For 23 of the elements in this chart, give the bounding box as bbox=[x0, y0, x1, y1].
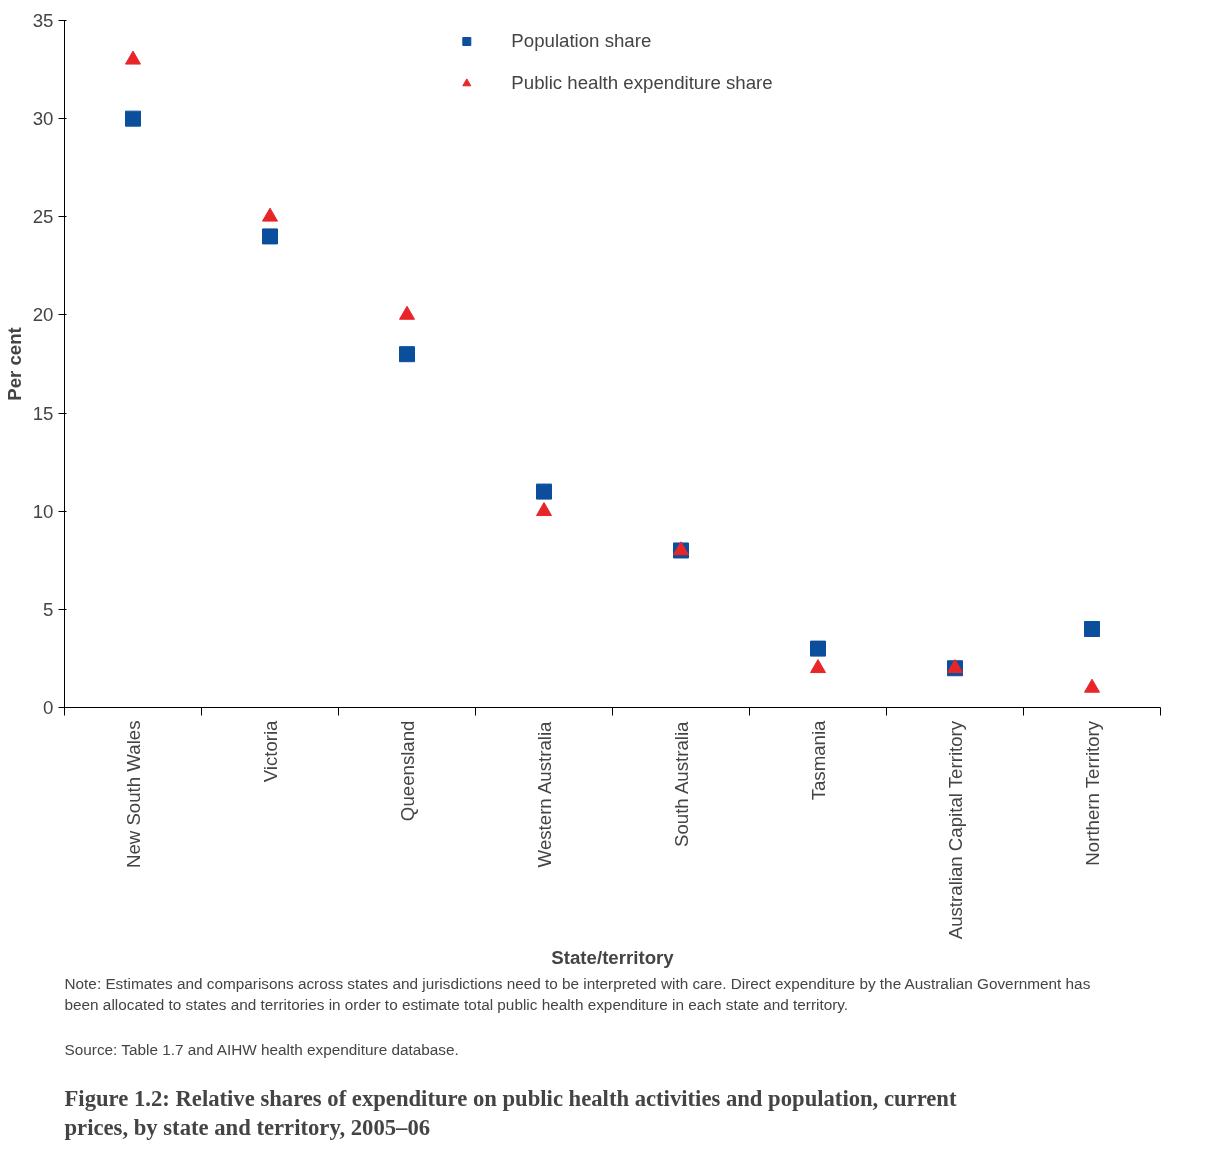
y-tick-label: 30 bbox=[32, 108, 54, 130]
x-tick-label: Queensland bbox=[396, 720, 418, 822]
x-tick-label: Victoria bbox=[259, 719, 281, 783]
x-tick-label: Australian Capital Territory bbox=[944, 720, 966, 940]
x-tick-label: Western Australia bbox=[533, 720, 555, 868]
x-tick-label: South Australia bbox=[670, 720, 692, 848]
text: Note: Estimates and comparisons across states and jurisdictions need to be interpreted with care. Direct expenditure by the Australian Government has been allocated to states and territories in order to estimate total public health expenditure in each state and territory. bbox=[64, 974, 1091, 1013]
text: Figure 1.2: Relative shares of expenditure on public health activities and population, current prices, by state and territory, 2005–06 bbox=[64, 1085, 957, 1140]
legend-label: Public health expenditure share bbox=[511, 72, 773, 94]
y-tick-label: 35 bbox=[32, 10, 54, 31]
y-tick-label: 5 bbox=[43, 598, 54, 620]
x-axis-title: State/territory bbox=[551, 947, 675, 969]
x-tick-label: New South Wales bbox=[122, 720, 144, 869]
x-tick-label: Northern Territory bbox=[1081, 720, 1103, 866]
y-tick-label: 15 bbox=[32, 402, 54, 424]
y-tick-label: 20 bbox=[32, 304, 54, 326]
y-tick-label: 0 bbox=[43, 697, 54, 718]
y-axis-title: Per cent bbox=[3, 327, 25, 401]
x-tick-label: Tasmania bbox=[807, 719, 829, 801]
y-tick-label: 10 bbox=[32, 500, 54, 522]
y-tick-label: 25 bbox=[32, 206, 54, 228]
legend-label: Population share bbox=[511, 30, 652, 52]
source-note: Source: Table 1.7 and AIHW health expenditure database. bbox=[64, 1040, 459, 1058]
